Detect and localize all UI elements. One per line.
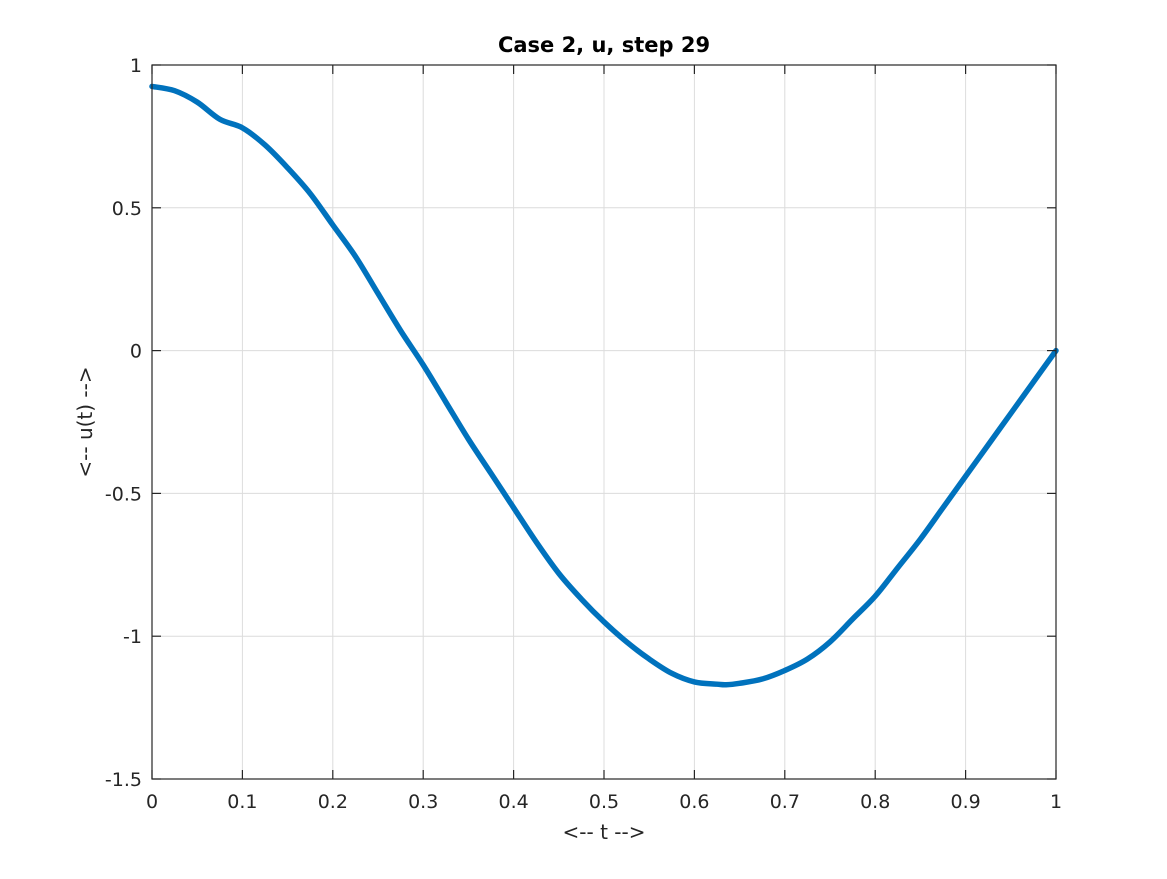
x-tick-label: 0.3: [408, 791, 438, 813]
y-tick-label: 1: [130, 55, 142, 77]
y-tick-label: -0.5: [105, 483, 142, 505]
series-line: [149, 83, 1059, 688]
x-tick-label: 0.4: [498, 791, 528, 813]
grid: [151, 64, 1057, 780]
y-tick-label: 0: [130, 341, 142, 363]
ticks: 0 0.1 0.2 0.3 0.4 0.5 0.6 0.7 0.8 0.9 1 -1.5 -1 -0.5 0…: [105, 55, 1062, 813]
x-axis-label: <-- t -->: [563, 820, 646, 844]
plot-area: [149, 83, 1059, 688]
x-tick-label: 0.9: [950, 791, 980, 813]
y-tick-label: -1.5: [105, 769, 142, 791]
x-tick-label: 0: [146, 791, 158, 813]
chart-title: Case 2, u, step 29: [498, 33, 710, 57]
x-tick-label: 0.7: [770, 791, 800, 813]
y-tick-label: 0.5: [112, 198, 142, 220]
x-tick-label: 0.5: [589, 791, 619, 813]
x-tick-label: 0.2: [318, 791, 348, 813]
y-axis-label: <-- u(t) -->: [73, 366, 97, 477]
x-tick-label: 0.6: [679, 791, 709, 813]
x-tick-label: 1: [1050, 791, 1062, 813]
x-tick-label: 0.8: [860, 791, 890, 813]
x-tick-label: 0.1: [227, 791, 257, 813]
y-tick-label: -1: [123, 626, 142, 648]
